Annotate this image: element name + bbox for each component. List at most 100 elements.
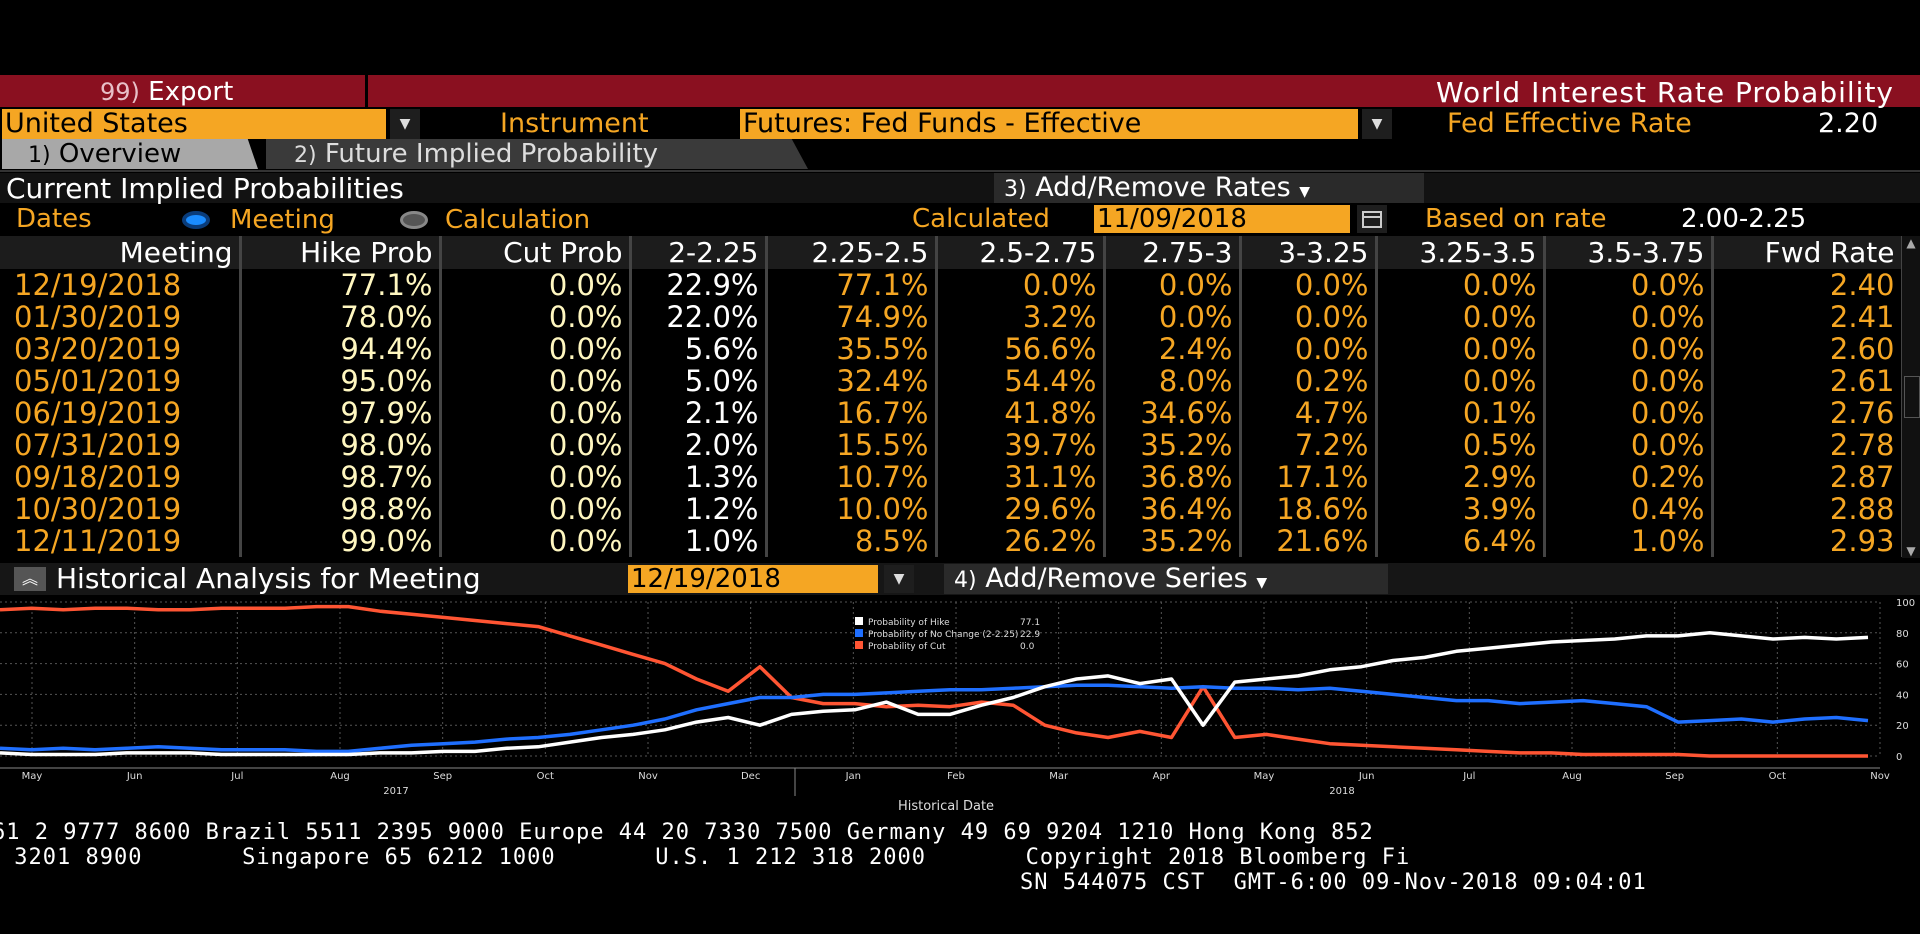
table-cell: 8.5% [766,525,938,557]
table-cell: 2.76 [1712,397,1904,429]
table-cell: 0.0% [1376,365,1546,397]
add-remove-series-button[interactable]: 4) Add/Remove Series ▼ [944,564,1388,594]
table-cell: 2.40 [1712,269,1904,301]
column-header[interactable]: 3.5-3.75 [1544,236,1714,269]
table-cell: 0.1% [1376,397,1546,429]
x-tick-label: Apr [1153,771,1171,782]
x-tick-label: Oct [537,771,554,782]
legend-value: 77.1 [1020,618,1040,628]
calendar-icon[interactable] [1357,205,1387,233]
table-cell: 2.87 [1712,461,1904,493]
table-cell: 6.4% [1376,525,1546,557]
probability-table: Meeting Hike Prob Cut Prob 2-2.25 2.25-2.5 2.… [0,236,1904,557]
x-tick-label: May [1254,771,1275,782]
table-row[interactable]: 10/30/2019 98.8% 0.0% 1.2% 10.0% 29.6% 36.4% 18… [0,493,1904,525]
table-cell: 15.5% [766,429,938,461]
table-row[interactable]: 05/01/2019 95.0% 0.0% 5.0% 32.4% 54.4% 8.0% 0.2… [0,365,1904,397]
table-cell: 77.1% [240,269,442,301]
column-header[interactable]: 3.25-3.5 [1376,236,1546,269]
meeting-date-cell: 05/01/2019 [0,365,242,397]
table-row[interactable]: 12/11/2019 99.0% 0.0% 1.0% 8.5% 26.2% 35.2% 21.… [0,525,1904,557]
column-header[interactable]: 2-2.25 [630,236,768,269]
table-cell: 16.7% [766,397,938,429]
meeting-radio[interactable] [182,211,210,229]
table-scrollbar[interactable]: ▲ ▼ [1902,236,1920,558]
table-cell: 1.2% [630,493,768,525]
legend-value: 0.0 [1020,642,1035,652]
calculation-radio[interactable] [400,211,428,229]
scroll-up-icon[interactable]: ▲ [1906,236,1916,250]
window-title: World Interest Rate Probability [1435,76,1894,109]
column-header[interactable]: Cut Prob [440,236,632,269]
table-cell: 0.0% [936,269,1106,301]
meeting-dropdown-icon[interactable]: ▼ [884,565,914,593]
column-header[interactable]: Meeting [0,236,242,269]
column-header[interactable]: Fwd Rate [1712,236,1904,269]
table-cell: 0.0% [1544,429,1714,461]
table-cell: 2.0% [630,429,768,461]
table-body: 12/19/2018 77.1% 0.0% 22.9% 77.1% 0.0% 0.0% 0.0… [0,269,1904,557]
scroll-down-icon[interactable]: ▼ [1906,544,1916,558]
collapse-icon[interactable]: ︽ [14,567,46,591]
table-row[interactable]: 09/18/2019 98.7% 0.0% 1.3% 10.7% 31.1% 36.8% 17… [0,461,1904,493]
instrument-label: Instrument [500,108,649,139]
column-header[interactable]: 2.75-3 [1104,236,1242,269]
table-row[interactable]: 07/31/2019 98.0% 0.0% 2.0% 15.5% 39.7% 35.2% 7.… [0,429,1904,461]
table-cell: 35.5% [766,333,938,365]
table-cell: 78.0% [240,301,442,333]
table-cell: 0.0% [1544,269,1714,301]
column-header[interactable]: 2.5-2.75 [936,236,1106,269]
table-cell: 2.61 [1712,365,1904,397]
historical-title: Historical Analysis for Meeting [56,562,481,595]
column-header[interactable]: 3-3.25 [1240,236,1378,269]
table-cell: 0.2% [1544,461,1714,493]
legend-label: Probability of No Change (2-2.25) [868,630,1018,640]
export-number: 99) [100,78,140,106]
calculated-date-input[interactable]: 11/09/2018 [1094,205,1350,233]
instrument-dropdown-icon[interactable]: ▼ [1362,109,1392,139]
scroll-thumb[interactable] [1904,376,1920,418]
meeting-date-cell: 12/19/2018 [0,269,242,301]
column-header[interactable]: 2.25-2.5 [766,236,938,269]
meeting-date-cell: 12/11/2019 [0,525,242,557]
tab-label: Overview [58,139,182,169]
table-row[interactable]: 03/20/2019 94.4% 0.0% 5.6% 35.5% 56.6% 2.4% 0.0… [0,333,1904,365]
table-cell: 0.0% [1544,333,1714,365]
x-tick-label: Dec [741,771,760,782]
table-header-row: Meeting Hike Prob Cut Prob 2-2.25 2.25-2.5 2.… [0,236,1904,269]
table-cell: 2.9% [1376,461,1546,493]
chart-svg: 0 20 40 60 80 100 May Jun Jul Aug Sep Oct Nov Dec Jan F… [0,598,1915,814]
instrument-select[interactable]: Futures: Fed Funds - Effective [740,109,1358,139]
country-dropdown-icon[interactable]: ▼ [390,109,420,139]
footer-contacts-2: 3201 8900 Singapore 65 6212 1000 U.S. 1 … [0,845,1411,870]
column-header[interactable]: Hike Prob [240,236,442,269]
legend-value: 22.9 [1020,630,1040,640]
table-cell: 98.0% [240,429,442,461]
y-tick-label: 100 [1896,598,1915,609]
table-cell: 29.6% [936,493,1106,525]
table-row[interactable]: 01/30/2019 78.0% 0.0% 22.0% 74.9% 3.2% 0.0% 0.0… [0,301,1904,333]
dates-label: Dates [16,204,92,234]
table-cell: 7.2% [1240,429,1378,461]
table-row[interactable]: 06/19/2019 97.9% 0.0% 2.1% 16.7% 41.8% 34.6% 4.… [0,397,1904,429]
meeting-date-select[interactable]: 12/19/2018 [628,565,878,593]
legend-swatch [855,641,863,649]
tab-overview[interactable]: 1) Overview [2,139,258,169]
table-cell: 10.0% [766,493,938,525]
table-cell: 0.0% [440,429,632,461]
x-tick-label: Jun [126,771,143,782]
country-select[interactable]: United States [2,109,386,139]
export-button[interactable]: 99) Export [100,77,233,107]
table-cell: 56.6% [936,333,1106,365]
table-row[interactable]: 12/19/2018 77.1% 0.0% 22.9% 77.1% 0.0% 0.0% 0.0… [0,269,1904,301]
x-tick-label: Aug [330,771,350,782]
table-cell: 1.0% [630,525,768,557]
x-tick-label: May [22,771,43,782]
table-cell: 54.4% [936,365,1106,397]
section-title: Current Implied Probabilities [6,172,404,205]
x-tick-label: Mar [1049,771,1069,782]
title-bar: 99) Export World Interest Rate Probabili… [0,75,1920,109]
series-line [0,631,1869,757]
add-remove-rates-button[interactable]: 3) Add/Remove Rates ▼ [994,173,1424,203]
tab-future-implied-probability[interactable]: 2) Future Implied Probability [266,139,808,169]
